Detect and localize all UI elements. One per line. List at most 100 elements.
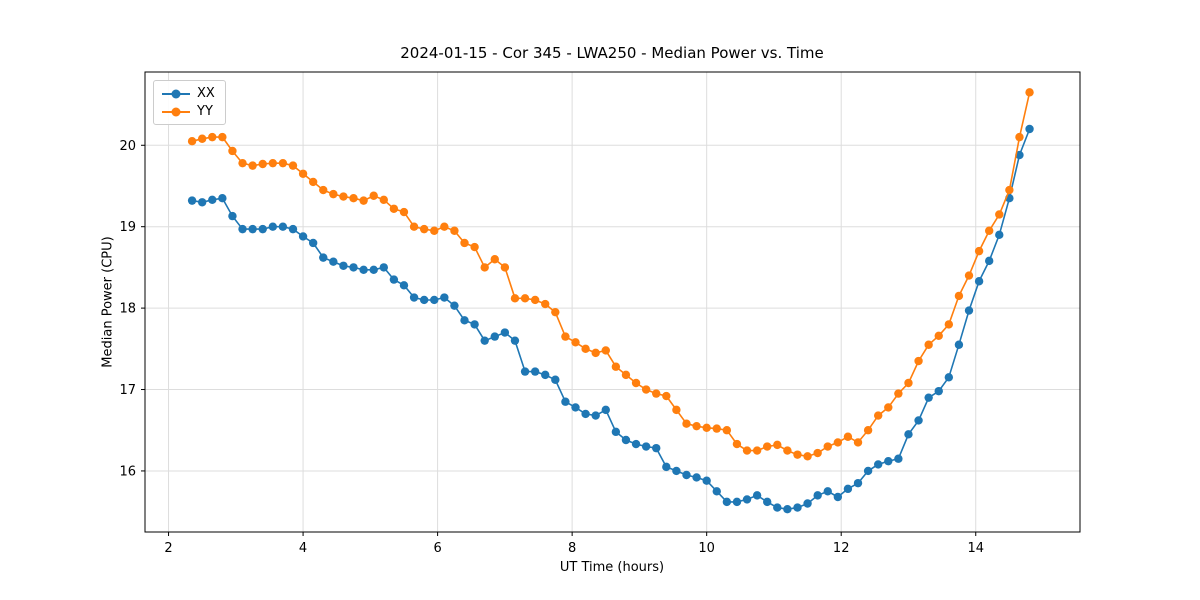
series-marker-xx (490, 332, 499, 341)
series-marker-yy (288, 161, 298, 170)
series-marker-xx (349, 263, 358, 272)
series-marker-yy (228, 146, 237, 156)
series-marker-yy (278, 158, 288, 168)
series-marker-yy (530, 295, 540, 305)
series-marker-yy (793, 450, 802, 459)
series-marker-yy (894, 389, 903, 398)
legend-item-xx: XX (162, 86, 215, 101)
series-marker-yy (944, 320, 954, 329)
series-marker-xx (379, 263, 388, 272)
series-marker-xx (288, 224, 298, 234)
series-marker-xx (430, 295, 439, 305)
series-marker-xx (954, 340, 964, 349)
series-marker-yy (319, 185, 328, 195)
axes-box (144, 71, 1081, 533)
series-marker-xx (460, 316, 469, 325)
series-marker-xx (218, 193, 227, 203)
series-marker-yy (702, 423, 711, 432)
series-marker-yy (581, 344, 590, 354)
series-marker-xx (712, 487, 721, 496)
series-marker-xx (298, 232, 308, 241)
series-marker-xx (419, 295, 429, 305)
series-marker-yy (308, 177, 318, 187)
legend-item-yy: YY (162, 104, 215, 119)
y-tick-label: 19 (119, 220, 136, 235)
series-marker-xx (450, 301, 459, 310)
x-tick-label: 2 (164, 541, 172, 556)
series-marker-xx (843, 484, 853, 494)
series-marker-yy (409, 222, 419, 231)
series-marker-xx (541, 370, 550, 380)
series-marker-xx (1025, 124, 1034, 134)
series-marker-xx (238, 224, 247, 234)
series-marker-xx (924, 393, 933, 402)
series-marker-yy (672, 405, 681, 415)
series-marker-xx (591, 411, 600, 420)
series-marker-yy (369, 191, 378, 200)
legend-label-yy: YY (197, 104, 213, 119)
series-marker-yy (551, 307, 560, 317)
series-marker-yy (712, 424, 721, 433)
series-marker-xx (732, 497, 742, 507)
series-marker-xx (389, 275, 399, 284)
x-tick-label: 4 (299, 541, 307, 556)
series-marker-yy (813, 448, 822, 458)
series-marker-yy (440, 222, 449, 231)
series-marker-yy (591, 348, 600, 358)
series-marker-yy (995, 210, 1004, 219)
y-tick-label: 20 (119, 139, 136, 154)
legend: XX YY (153, 80, 226, 125)
series-marker-xx (520, 367, 530, 376)
series-marker-xx (722, 497, 732, 507)
series-marker-yy (500, 263, 510, 272)
series-marker-xx (833, 492, 843, 502)
series-marker-yy (611, 362, 621, 371)
series-marker-yy (329, 189, 338, 199)
series-marker-xx (409, 293, 419, 302)
series-marker-xx (359, 265, 368, 275)
series-marker-xx (278, 222, 288, 231)
series-marker-yy (984, 226, 994, 235)
series-marker-xx (611, 427, 621, 437)
series-marker-yy (1025, 88, 1034, 97)
x-tick-label: 8 (568, 541, 576, 556)
series-marker-xx (894, 454, 903, 463)
series-marker-xx (823, 487, 832, 496)
series-marker-yy (490, 255, 499, 264)
series-marker-xx (258, 224, 267, 234)
series-marker-xx (702, 476, 711, 485)
series-marker-xx (964, 306, 974, 315)
series-marker-xx (308, 238, 318, 248)
series-marker-yy (773, 440, 782, 450)
series-marker-xx (742, 495, 752, 504)
legend-sample-yy (162, 106, 190, 118)
series-marker-yy (460, 238, 469, 248)
series-marker-xx (863, 466, 873, 476)
series-marker-yy (833, 438, 843, 447)
series-marker-yy (974, 246, 984, 256)
series-marker-yy (914, 356, 923, 366)
series-marker-xx (319, 253, 328, 262)
series-marker-xx (339, 261, 348, 270)
series-marker-xx (793, 503, 802, 512)
series-marker-xx (500, 328, 510, 337)
series-marker-yy (510, 294, 520, 303)
series-marker-xx (914, 416, 923, 425)
series-marker-xx (228, 211, 237, 221)
series-marker-xx (208, 195, 217, 205)
series-marker-yy (662, 391, 671, 401)
series-marker-xx (692, 473, 701, 482)
series-marker-yy (470, 242, 479, 252)
series-marker-yy (520, 294, 530, 303)
series-marker-xx (934, 386, 943, 396)
series-marker-yy (359, 196, 368, 205)
legend-marker-yy (171, 107, 181, 116)
series-marker-xx (944, 373, 954, 382)
series-marker-xx (581, 409, 590, 419)
series-marker-yy (298, 169, 308, 178)
series-marker-yy (692, 421, 701, 431)
series-marker-xx (440, 293, 449, 302)
series-marker-yy (752, 446, 762, 455)
series-marker-yy (1015, 132, 1024, 142)
series-marker-yy (218, 132, 227, 142)
